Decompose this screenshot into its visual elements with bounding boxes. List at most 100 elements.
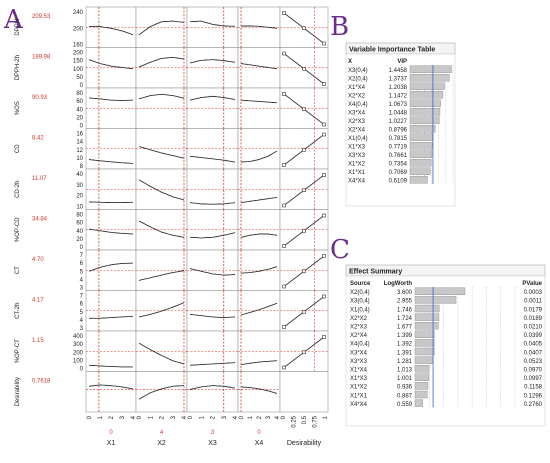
desirability-handle [322, 213, 326, 218]
profile-cell [85, 371, 137, 413]
table-column-header: VIP [397, 59, 407, 65]
x-tick-label: 0 [188, 415, 194, 419]
table-row-pvalue: 0.0997 [524, 376, 543, 382]
profile-curve [88, 97, 133, 101]
table-row-value: 1.399 [397, 333, 413, 339]
y-tick-label: 160 [73, 43, 84, 49]
x-axis-label: X3 [208, 440, 217, 447]
y-tick-label: 20 [76, 194, 83, 200]
y-tick-label: 14 [76, 140, 83, 146]
table-row-value: 0.7354 [389, 162, 408, 168]
table-row-label: X3*X4 [350, 350, 368, 356]
x-tick-label: 1 [148, 415, 154, 419]
response-current-value: 189.98 [32, 55, 51, 61]
desirability-handle [302, 350, 306, 355]
x-tick-label: 0 [87, 415, 93, 419]
value-bar [414, 347, 435, 356]
table-row-label: X2(0,4) [350, 290, 370, 296]
response-current-value: 0.7618 [32, 379, 51, 385]
value-bar [414, 296, 457, 304]
profile-curve [240, 99, 278, 104]
table-row-value: 0.7815 [389, 136, 408, 142]
table-row-pvalue: 0.0189 [524, 316, 543, 322]
desirability-handle [322, 335, 326, 339]
panel-label-c: C [330, 235, 350, 265]
x-tick-label: 3 [266, 415, 272, 419]
x-tick-label: 4 [275, 415, 281, 419]
y-tick-label: 0 [80, 124, 84, 130]
y-tick-label: 30 [76, 183, 83, 189]
profile-curve [189, 59, 236, 64]
desirability-handle [282, 92, 286, 96]
value-bar [414, 304, 440, 313]
value-bar [414, 287, 466, 295]
value-bar [409, 82, 445, 90]
profile-curve [138, 20, 185, 36]
value-bar [414, 313, 440, 321]
table-row-label: X1*X1 [348, 170, 366, 176]
profile-curve [89, 315, 134, 319]
table-row-pvalue: 0.0523 [524, 359, 543, 365]
value-bar [409, 116, 440, 124]
y-tick-label: 4 [80, 318, 84, 324]
table-row-label: X4(0,4) [350, 342, 370, 348]
table-row-value: 1.2038 [389, 85, 408, 91]
y-tick-label: 150 [73, 59, 84, 65]
x-tick-label: 0.5 [302, 415, 308, 424]
table-row-pvalue: 0.0405 [524, 342, 543, 348]
response-current-value: 4.17 [32, 298, 44, 304]
desirability-handle [282, 163, 286, 167]
table-row-label: X1(0,4) [350, 307, 370, 313]
profile-curve [138, 385, 185, 400]
table-row-label: X3(0,4) [350, 299, 370, 305]
response-current-value: 1.15 [32, 338, 44, 344]
profile-curve [88, 201, 133, 204]
x-axis-label: X4 [255, 440, 264, 447]
table-row-label: X1*X1 [350, 393, 368, 399]
profile-curve [89, 26, 134, 36]
y-tick-label: 20 [76, 115, 83, 121]
table-row-value: 1.392 [397, 342, 413, 348]
table-row-value: 0.7719 [389, 145, 408, 151]
table-row-value: 1.0673 [389, 102, 408, 108]
table-row-label: X4*X4 [350, 402, 368, 408]
table-row-pvalue: 0.1296 [524, 393, 543, 399]
table-row-value: 2.955 [397, 299, 413, 305]
profile-curve [189, 313, 236, 319]
profile-curve [138, 220, 185, 238]
y-tick-label: 60 [76, 221, 83, 227]
table-row-value: 1.281 [397, 359, 413, 365]
y-tick-label: 200 [73, 350, 84, 356]
y-tick-label: 300 [73, 342, 84, 348]
desirability-handle [302, 269, 306, 274]
desirability-handle [322, 82, 326, 86]
y-tick-label: 0 [80, 245, 84, 251]
table-row-label: X2*X2 [348, 94, 366, 100]
x-tick-label: 3 [222, 415, 228, 419]
profile-cell [135, 371, 188, 413]
y-tick-label: 240 [73, 10, 84, 16]
table-row-value: 1.001 [397, 376, 413, 382]
profile-curve [189, 95, 236, 101]
x-tick-label: 1 [323, 415, 329, 419]
response-label: CT [15, 266, 21, 274]
value-bar [414, 373, 430, 381]
response-current-value: 11.07 [32, 176, 47, 182]
y-tick-label: 40 [76, 107, 83, 113]
table-row-label: X1*X4 [350, 368, 368, 374]
response-label: DPPH [15, 19, 21, 36]
table-row-label: X3*X3 [350, 359, 368, 365]
value-bar [409, 150, 433, 158]
table-row-value: 0.7069 [389, 170, 408, 176]
y-tick-label: 8 [80, 164, 84, 170]
value-bar [409, 91, 444, 99]
table-row-value: 0.887 [397, 393, 413, 399]
y-tick-label: 6 [80, 302, 84, 308]
response-current-value: 209.53 [32, 14, 51, 20]
table-row-pvalue: 0.0179 [524, 307, 543, 313]
response-label: %OS [15, 101, 21, 115]
desirability-handle [302, 147, 306, 152]
table-row-pvalue: 0.1158 [524, 385, 543, 391]
table-row-value: 0.936 [397, 385, 413, 391]
y-tick-label: 80 [76, 91, 83, 97]
